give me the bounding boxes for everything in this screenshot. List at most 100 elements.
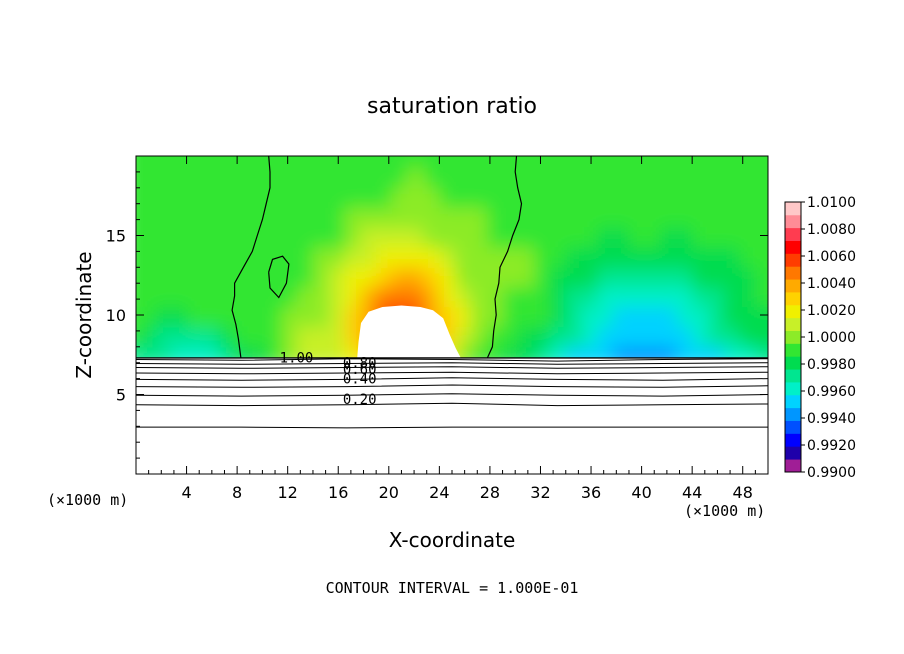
- field-cell: [202, 266, 220, 288]
- field-cell: [613, 226, 630, 248]
- field-cell: [155, 326, 172, 347]
- x-axis-ticks: 4 8 12 16 20 24 28 32 36 40 44 48: [148, 156, 756, 502]
- field-cell: [376, 246, 393, 268]
- field-cell: [297, 286, 314, 308]
- field-cell: [486, 306, 504, 328]
- field-cell: [739, 226, 757, 248]
- field-cell: [218, 246, 235, 268]
- field-cell: [502, 266, 520, 288]
- field-cell: [550, 127, 567, 148]
- field-cell: [502, 286, 520, 308]
- field-cell: [313, 187, 330, 208]
- field-cell: [202, 127, 219, 148]
- field-cell: [136, 206, 141, 228]
- field-cell: [565, 306, 583, 328]
- field-cell: [644, 246, 662, 268]
- contour-lines: [136, 156, 768, 429]
- subcloud-region: [136, 357, 768, 474]
- field-cell: [360, 206, 378, 228]
- colorbar-swatch: [785, 317, 801, 331]
- field-cell: [423, 266, 441, 288]
- field-cell: [155, 156, 172, 169]
- field-cell: [502, 306, 520, 328]
- field-cell: [471, 127, 488, 148]
- field-cell: [455, 246, 472, 268]
- field-cell: [534, 306, 551, 328]
- field-cell: [565, 156, 583, 169]
- field-cell: [550, 167, 567, 188]
- field-cell: [597, 127, 614, 148]
- field-cell: [486, 167, 504, 188]
- field-cell: [439, 226, 457, 248]
- field-cell: [455, 326, 472, 347]
- x-unit-label-right: (×1000 m): [684, 502, 765, 520]
- field-cell: [660, 266, 678, 288]
- y-tick-label: 15: [106, 227, 126, 246]
- field-cell: [170, 266, 188, 288]
- field-cell: [328, 156, 346, 169]
- field-cell: [281, 226, 299, 248]
- field-cell: [424, 127, 441, 148]
- field-cell: [344, 167, 362, 188]
- field-cell: [518, 246, 536, 268]
- field-cell: [313, 266, 330, 288]
- field-cell: [629, 167, 646, 188]
- field-cell: [739, 246, 757, 268]
- colorbar-swatch: [785, 433, 801, 447]
- field-cell: [265, 156, 283, 169]
- field-cell: [328, 226, 346, 248]
- field-cell: [644, 226, 662, 248]
- field-cell: [265, 167, 283, 188]
- field-cell: [186, 306, 204, 328]
- field-cell: [755, 206, 768, 228]
- field-cell: [313, 167, 330, 188]
- field-cell: [660, 187, 678, 208]
- field-cell: [692, 206, 709, 228]
- colorbar-label: 1.0020: [807, 303, 856, 319]
- field-cell: [644, 156, 662, 169]
- colorbar-swatch: [785, 227, 801, 241]
- field-cell: [597, 326, 615, 347]
- y-axis-label: Z-coordinate: [72, 251, 96, 378]
- field-cell: [597, 286, 615, 308]
- field-cell: [313, 286, 330, 308]
- field-cell: [486, 266, 504, 288]
- field-cell: [613, 167, 630, 188]
- field-cell: [249, 167, 267, 188]
- field-cell: [407, 246, 425, 268]
- field-cell: [692, 286, 709, 308]
- field-cell: [186, 156, 204, 169]
- field-cell: [170, 226, 188, 248]
- x-tick-label: 36: [581, 483, 601, 502]
- field-cell: [234, 306, 251, 328]
- x-tick-label: 24: [429, 483, 449, 502]
- field-cell: [550, 266, 567, 288]
- field-cell: [676, 127, 693, 148]
- field-cell: [155, 246, 172, 268]
- field-cell: [139, 286, 156, 308]
- field-cell: [136, 266, 141, 288]
- field-cell: [597, 266, 615, 288]
- colorbar-swatch: [785, 343, 801, 357]
- field-cell: [234, 246, 251, 268]
- field-cell: [265, 306, 283, 328]
- field-cell: [534, 206, 551, 228]
- field-cell: [692, 127, 709, 148]
- field-cell: [136, 187, 141, 208]
- field-cell: [581, 187, 599, 208]
- field-cell: [360, 167, 378, 188]
- field-cell: [455, 286, 472, 308]
- field-cell: [723, 226, 741, 248]
- field-cell: [313, 226, 330, 248]
- field-cell: [439, 156, 457, 169]
- field-cell: [676, 246, 694, 268]
- field-cell: [376, 167, 393, 188]
- field-cell: [550, 326, 567, 347]
- field-cell: [660, 206, 678, 228]
- field-cell: [249, 286, 267, 308]
- field-cell: [471, 306, 488, 328]
- field-cell: [660, 167, 678, 188]
- field-cell: [313, 246, 330, 268]
- field-cell: [755, 326, 768, 347]
- colorbar-swatch: [785, 382, 801, 396]
